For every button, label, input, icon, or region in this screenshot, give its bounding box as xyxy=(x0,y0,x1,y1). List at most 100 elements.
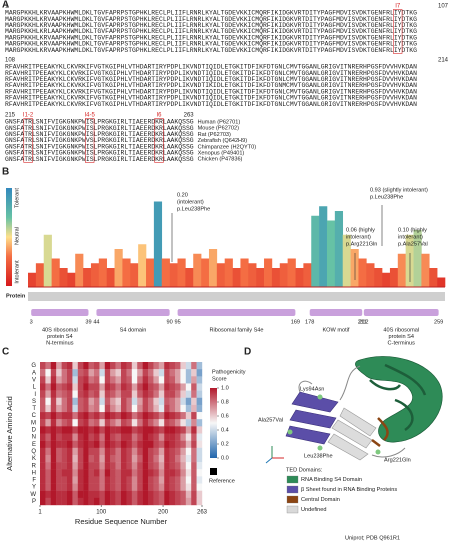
heatmap-cell xyxy=(40,362,46,370)
domain-label: S4 domain xyxy=(120,327,147,333)
heatmap-cell xyxy=(61,476,68,484)
heatmap-cell xyxy=(40,397,46,406)
heatmap-cell xyxy=(142,426,149,434)
heatmap-cell xyxy=(40,369,46,377)
heatmap-cell xyxy=(131,369,138,377)
domain-end: 259 xyxy=(434,319,443,325)
heatmap-cell xyxy=(67,483,73,491)
heatmap-cell xyxy=(196,433,203,441)
tolerance-bar xyxy=(43,234,52,287)
heatmap-cell xyxy=(191,462,197,470)
tolerance-bar xyxy=(334,211,344,287)
heatmap-cell xyxy=(104,376,111,384)
heatmap-cell xyxy=(126,433,132,441)
heatmap-cell xyxy=(142,462,149,470)
heatmap-cell xyxy=(142,469,149,477)
heatmap-cell xyxy=(77,433,84,441)
heatmap-cell xyxy=(191,426,197,434)
heatmap-cell xyxy=(180,440,186,448)
heatmap-cell xyxy=(77,490,84,499)
heatmap-cell xyxy=(121,362,127,370)
domain-end: 211 xyxy=(358,319,367,325)
heatmap-cell xyxy=(131,440,138,448)
heatmap-cell xyxy=(121,376,127,384)
heatmap-cell xyxy=(61,390,68,398)
legend-swatch xyxy=(286,475,299,484)
heatmap-cell xyxy=(169,454,176,463)
heatmap-cell xyxy=(61,497,68,506)
heatmap-cell xyxy=(104,419,111,427)
heatmap-cell xyxy=(56,412,62,420)
heatmap-cell xyxy=(185,412,192,420)
heatmap-cell xyxy=(121,369,127,377)
reference-swatch xyxy=(210,468,217,475)
heatmap-cell xyxy=(169,383,176,391)
heatmap-cell xyxy=(110,404,116,413)
heatmap-cell xyxy=(185,397,192,406)
marker-box xyxy=(154,118,164,163)
tolerance-bar xyxy=(437,277,446,287)
heatmap-cell xyxy=(148,462,154,470)
heatmap-cell xyxy=(77,390,84,398)
heatmap-cell xyxy=(77,440,84,448)
heatmap-cell xyxy=(158,440,165,448)
sequence-row: RFAVHRITPEEAKYKLCKVRKIFVGTKGIPHLVTHDARTI… xyxy=(5,101,417,108)
domain-start: 44 xyxy=(93,319,99,325)
heatmap-cell xyxy=(72,433,78,441)
heatmap-cell xyxy=(50,390,57,398)
variant-annotation: 0.20 xyxy=(177,192,188,198)
heatmap-cell xyxy=(88,490,95,499)
heatmap-cell xyxy=(153,447,159,456)
source-note: Uniprot; PDB Q961R1 xyxy=(345,535,400,541)
domain-start: 95 xyxy=(174,319,180,325)
heatmap-cell xyxy=(115,469,122,477)
heatmap-cell xyxy=(61,419,68,427)
heatmap-cell xyxy=(131,490,138,499)
heatmap-cell xyxy=(99,440,105,448)
heatmap-cell xyxy=(72,404,78,413)
heatmap-cell xyxy=(126,390,132,398)
heatmap-cell xyxy=(126,469,132,477)
domain-start: 3 xyxy=(30,319,33,325)
heatmap-cell xyxy=(77,462,84,470)
heatmap-cell xyxy=(67,476,73,484)
heatmap-cell xyxy=(196,426,203,434)
heatmap-cell xyxy=(131,462,138,470)
amino-acid-label: K xyxy=(32,456,36,462)
tolerance-bar xyxy=(90,263,100,287)
heatmap-cell xyxy=(99,462,105,470)
heatmap-cell xyxy=(153,376,159,384)
amino-acid-label: S xyxy=(32,399,36,405)
heatmap-cell xyxy=(83,440,89,448)
domain-end: 169 xyxy=(291,319,300,325)
variant-annotation: p.Leu238Phe xyxy=(370,194,403,200)
tolerance-bar xyxy=(35,263,45,287)
heatmap-cell xyxy=(115,490,122,499)
heatmap-cell xyxy=(77,383,84,391)
heatmap-cell xyxy=(83,404,89,413)
heatmap-cell xyxy=(83,426,89,434)
colorbar-tick-label: 0.6 xyxy=(221,413,229,419)
heatmap-cell xyxy=(131,469,138,477)
heatmap-cell xyxy=(83,469,89,477)
heatmap-cell xyxy=(104,483,111,491)
sequence-row: MARGPKKHLKRVAAPKHWMLDKLTGVFAPRPSTGPHKLRE… xyxy=(5,10,417,17)
heatmap-cell xyxy=(126,490,132,499)
heatmap-cell xyxy=(131,404,138,413)
heatmap-cell xyxy=(77,397,84,406)
heatmap-cell xyxy=(72,497,78,506)
heatmap-cell xyxy=(185,440,192,448)
heatmap-cell xyxy=(77,362,84,370)
heatmap-cell xyxy=(99,497,105,506)
scale-label: Intolerant xyxy=(14,260,20,284)
heatmap-cell xyxy=(153,433,159,441)
heatmap-cell xyxy=(191,369,197,377)
heatmap-cell xyxy=(40,469,46,477)
heatmap-cell xyxy=(142,447,149,456)
heatmap-cell xyxy=(191,469,197,477)
marker-box xyxy=(85,118,95,163)
colorbar-tick-label: 0.4 xyxy=(221,427,229,433)
domain-start: 212 xyxy=(359,319,368,325)
heatmap-cell xyxy=(175,469,181,477)
heatmap-cell xyxy=(88,390,95,398)
